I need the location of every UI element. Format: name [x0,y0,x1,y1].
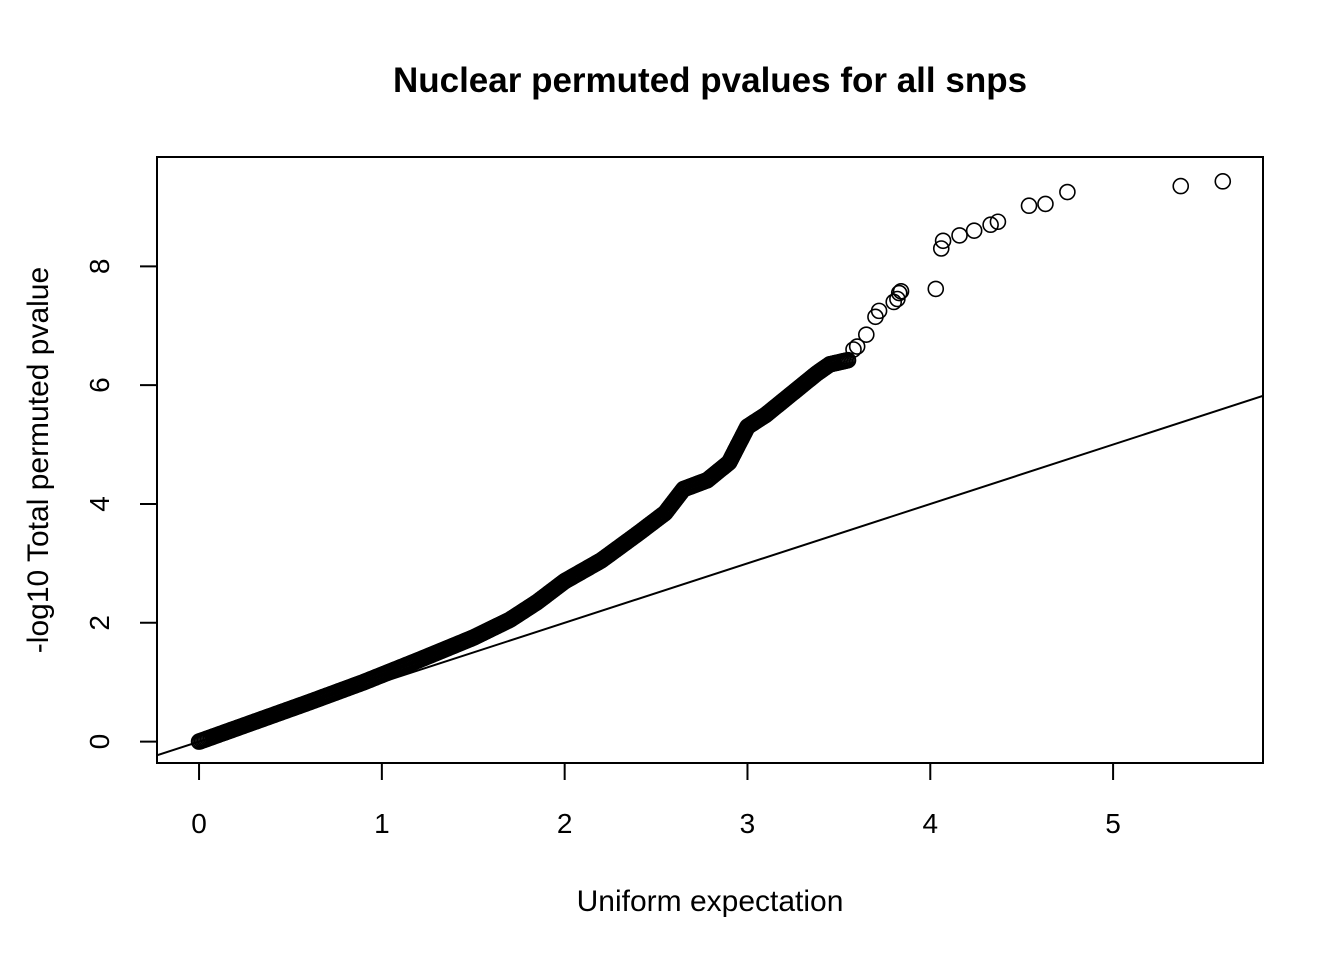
x-tick-label: 1 [374,808,390,839]
x-tick-label: 5 [1105,808,1121,839]
data-point [892,282,910,300]
plot-layer [157,173,1263,757]
y-axis: 0 2 4 6 8 [84,259,158,750]
data-point [1037,195,1054,213]
y-tick-label: 0 [84,734,115,750]
x-tick-label: 3 [740,808,756,839]
data-point [1172,177,1190,195]
x-tick-label: 4 [922,808,938,839]
plot-frame [156,156,1264,764]
data-point [885,293,903,311]
data-point [848,338,866,355]
data-point [1059,183,1076,201]
data-point [1214,173,1232,190]
x-tick-label: 2 [557,808,573,839]
y-tick-label: 6 [84,377,115,393]
data-point [927,280,945,298]
data-point [839,351,857,369]
chart-title: Nuclear permuted pvalues for all snps [393,61,1027,100]
data-point [965,222,983,239]
data-point [982,216,999,234]
data-point [890,284,908,302]
data-point [845,341,862,358]
data-point [989,213,1007,231]
y-tick-label: 4 [84,496,115,512]
data-point [951,227,968,244]
data-point [1020,197,1038,215]
data-point [870,302,888,320]
x-axis: 0 1 2 3 4 5 [191,762,1121,839]
y-tick-label: 2 [84,615,115,631]
x-axis-label: Uniform expectation [577,885,844,918]
y-axis-label: -log10 Total permuted pvalue [22,267,55,653]
data-point [932,240,950,257]
x-tick-label: 0 [191,808,207,839]
data-point [934,232,952,250]
y-tick-label: 8 [84,259,115,275]
data-point [858,326,875,343]
